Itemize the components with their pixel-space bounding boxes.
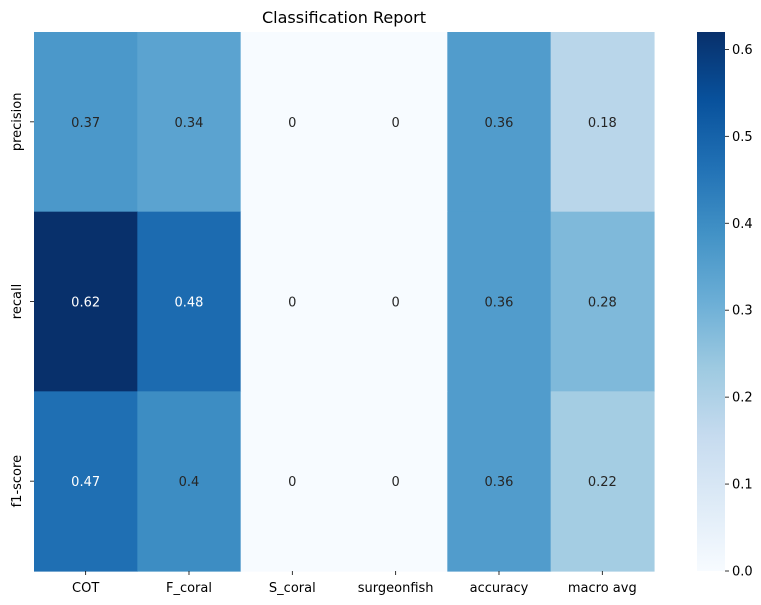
cell-annotation: 0.48 xyxy=(175,296,204,311)
heatmap-cell xyxy=(34,391,138,572)
cell-annotation: 0.18 xyxy=(588,116,617,131)
heatmap-cell xyxy=(343,211,448,392)
x-tick-label: macro avg xyxy=(568,581,637,596)
cell-annotation: 0.22 xyxy=(588,475,617,490)
cell-annotation: 0.36 xyxy=(485,116,514,131)
cell-annotation: 0 xyxy=(392,116,400,131)
cell-annotation: 0.37 xyxy=(71,116,100,131)
chart-title: Classification Report xyxy=(262,8,426,27)
cell-annotation: 0 xyxy=(392,296,400,311)
heatmap-cell xyxy=(34,32,138,213)
cell-annotation: 0.62 xyxy=(71,296,100,311)
colorbar-tick-label: 0.2 xyxy=(732,391,753,406)
cell-annotation: 0 xyxy=(288,116,296,131)
heatmap-cell xyxy=(137,32,242,213)
colorbar-tick-label: 0.1 xyxy=(732,478,753,493)
colorbar-tick-label: 0.3 xyxy=(732,304,753,319)
heatmap-cell xyxy=(240,32,345,213)
x-tick-label: COT xyxy=(72,581,99,596)
colorbar-tick-label: 0.0 xyxy=(732,565,753,580)
cell-annotation: 0.28 xyxy=(588,296,617,311)
colorbar-tick-label: 0.6 xyxy=(732,43,753,58)
cell-annotation: 0.47 xyxy=(71,475,100,490)
cell-annotation: 0.36 xyxy=(485,296,514,311)
heatmap-cell xyxy=(343,32,448,213)
x-tick-label: surgeonfish xyxy=(358,581,434,596)
heatmap-cell xyxy=(34,211,138,392)
heatmap-cell xyxy=(550,32,655,213)
x-axis-ticks: COT F_coral S_coral surgeonfish accuracy macr… xyxy=(72,571,637,596)
y-tick-label: recall xyxy=(10,284,25,319)
y-tick-label: precision xyxy=(10,93,25,152)
y-axis-ticks: precision recall f1-score xyxy=(10,93,34,507)
x-tick-label: accuracy xyxy=(470,581,529,596)
colorbar: 0.0 0.1 0.2 0.3 0.4 0.5 0.6 xyxy=(697,32,753,580)
x-tick-label: S_coral xyxy=(269,581,316,596)
cell-annotation: 0.36 xyxy=(485,475,514,490)
heatmap-cell xyxy=(137,391,242,572)
cell-annotation: 0.34 xyxy=(175,116,204,131)
cell-annotation: 0.4 xyxy=(179,475,200,490)
heatmap-cell xyxy=(550,391,655,572)
colorbar-tick-label: 0.5 xyxy=(732,130,753,145)
heatmap-cell xyxy=(240,391,345,572)
colorbar-gradient xyxy=(697,32,725,571)
heatmap-cell xyxy=(137,211,242,392)
heatmap-cell xyxy=(240,211,345,392)
cell-annotations: 0.37 0.34 0 0 0.36 0.18 0.62 0.48 0 0 0.36 0.28 0.47… xyxy=(71,116,617,490)
colorbar-ticks: 0.0 0.1 0.2 0.3 0.4 0.5 0.6 xyxy=(725,43,753,580)
cell-annotation: 0 xyxy=(392,475,400,490)
heatmap-cell xyxy=(447,211,552,392)
heatmap-cell xyxy=(447,391,552,572)
heatmap-cell xyxy=(343,391,448,572)
y-tick-label: f1-score xyxy=(10,455,25,507)
heatmap-cell xyxy=(447,32,552,213)
colorbar-tick-label: 0.4 xyxy=(732,217,753,232)
cell-annotation: 0 xyxy=(288,475,296,490)
cell-annotation: 0 xyxy=(288,296,296,311)
heatmap-cell xyxy=(550,211,655,392)
x-tick-label: F_coral xyxy=(166,581,212,596)
heatmap-cells xyxy=(34,32,655,572)
